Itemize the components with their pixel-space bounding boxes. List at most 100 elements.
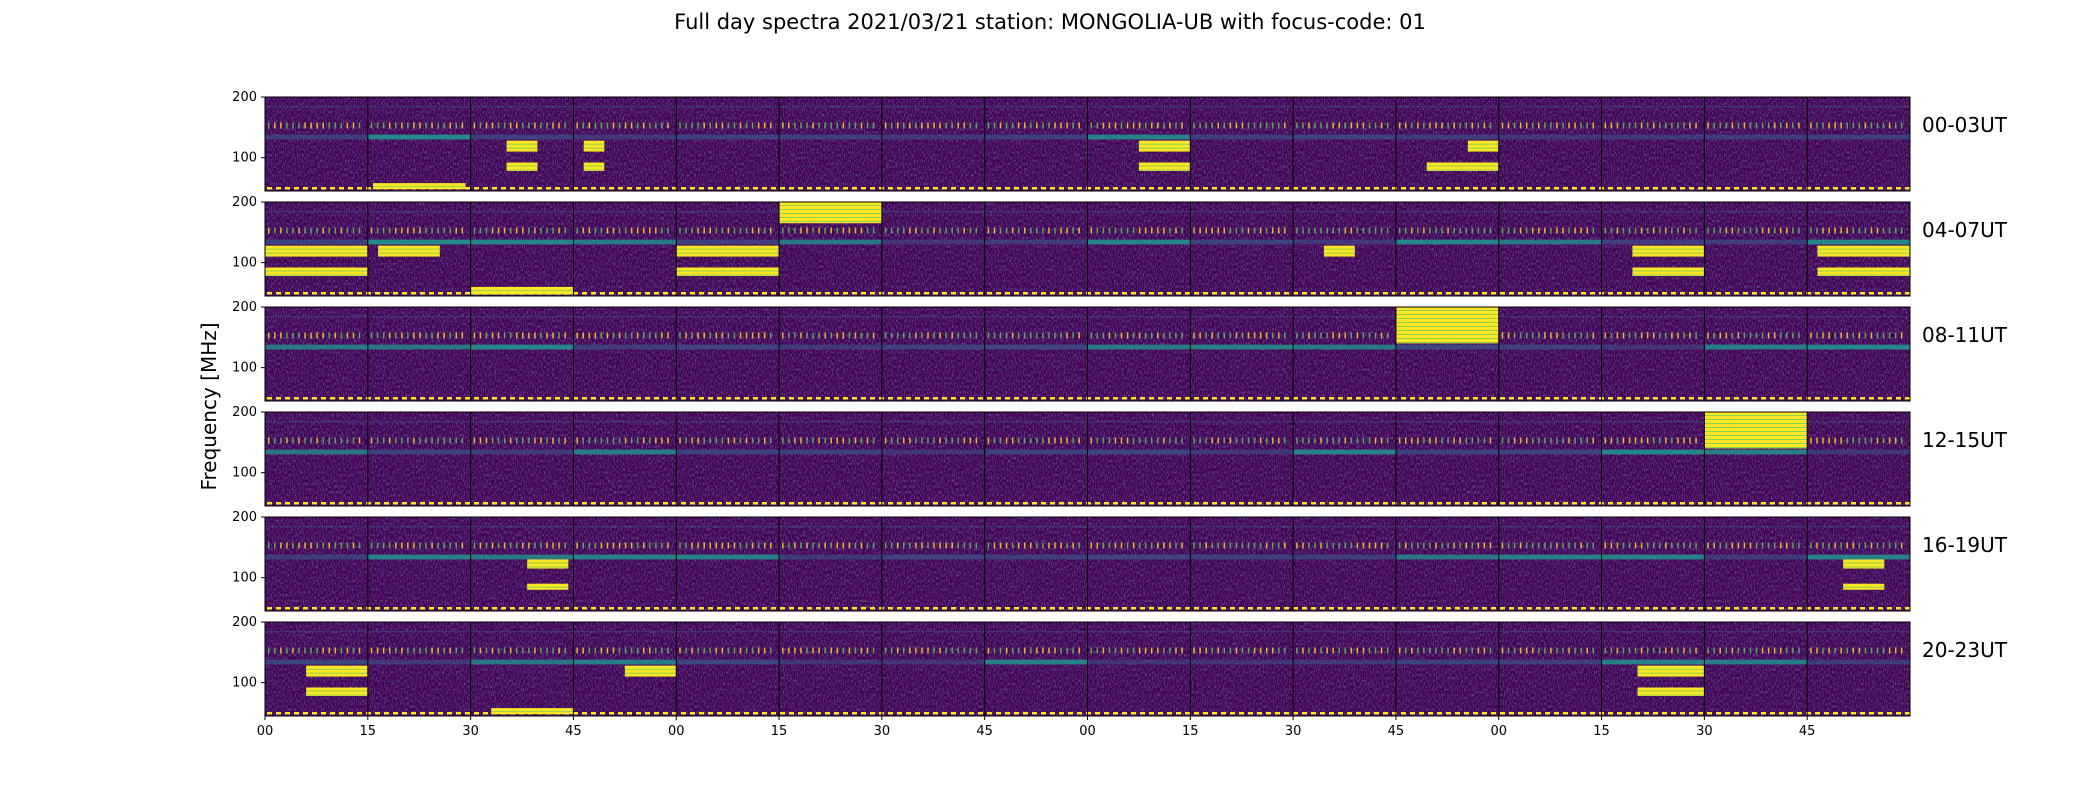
band-150-tick <box>1580 437 1582 444</box>
band-150-tick <box>709 332 712 339</box>
band-150-tick <box>1023 332 1026 339</box>
calibration-dash <box>1068 187 1073 190</box>
band-150-tick <box>1005 332 1008 339</box>
band-150-tick <box>612 647 615 654</box>
band-150-tick <box>1713 227 1715 234</box>
calibration-dash <box>528 187 533 190</box>
band-150-tick <box>1453 542 1455 549</box>
band-150-tick <box>1725 647 1728 654</box>
band-150-tick <box>624 542 627 549</box>
calibration-dash <box>1014 292 1019 295</box>
band-150-tick <box>896 332 899 339</box>
calibration-dash <box>1437 607 1442 610</box>
band-150-tick <box>1846 227 1848 234</box>
band-150-tick <box>685 227 687 234</box>
calibration-dash <box>1536 292 1541 295</box>
band-150-tick <box>630 437 633 444</box>
calibration-dash <box>483 187 488 190</box>
calibration-dash <box>708 292 713 295</box>
burst-stripe <box>1467 147 1499 149</box>
band-150-tick <box>697 542 699 549</box>
calibration-dash <box>780 292 785 295</box>
spectra-row <box>264 306 1911 402</box>
band-150-tick <box>1888 332 1891 339</box>
calibration-dash <box>276 397 281 400</box>
calibration-dash <box>1095 502 1100 505</box>
band-150-tick <box>588 332 591 339</box>
band-150-tick <box>564 332 566 339</box>
calibration-dash <box>699 607 704 610</box>
band-150-tick <box>1695 227 1697 234</box>
band-185 <box>1395 526 1499 528</box>
calibration-dash <box>888 502 893 505</box>
band-150-tick <box>1767 227 1770 234</box>
band-150-tick <box>1271 332 1274 339</box>
band-150-tick <box>1030 647 1032 654</box>
calibration-dash <box>960 397 965 400</box>
band-150-tick <box>1604 332 1607 339</box>
band-150-tick <box>848 437 851 444</box>
band-150-tick <box>1108 332 1111 339</box>
calibration-dash <box>1383 292 1388 295</box>
band-150-tick <box>1429 542 1431 549</box>
band-150-tick <box>1592 227 1595 234</box>
band-150-tick <box>546 542 548 549</box>
calibration-dash <box>987 607 992 610</box>
band-150-tick <box>1513 542 1516 549</box>
band-150-tick <box>1634 647 1637 654</box>
calibration-dash <box>780 187 785 190</box>
calibration-dash <box>1302 187 1307 190</box>
band-150-tick <box>1628 227 1631 234</box>
band-150-tick <box>933 437 935 444</box>
calibration-dash <box>1032 292 1037 295</box>
band-135 <box>1190 344 1294 350</box>
calibration-dash <box>933 292 938 295</box>
calibration-dash <box>1743 187 1748 190</box>
band-185 <box>1498 421 1602 423</box>
band-150-tick <box>1761 542 1764 549</box>
band-150-tick <box>1308 332 1310 339</box>
band-150-tick <box>1761 227 1764 234</box>
calibration-dash <box>366 502 371 505</box>
burst-stripe <box>306 690 368 692</box>
band-150-tick <box>304 542 306 549</box>
chart-title: Full day spectra 2021/03/21 station: MON… <box>674 10 1426 34</box>
calibration-dash <box>987 397 992 400</box>
calibration-dash <box>1473 397 1478 400</box>
burst-event <box>583 162 605 171</box>
calibration-dash <box>1059 292 1064 295</box>
band-150-tick <box>1036 647 1038 654</box>
calibration-dash <box>1419 607 1424 610</box>
band-150-tick <box>1634 332 1637 339</box>
band-150-tick <box>1253 122 1256 129</box>
calibration-dash <box>1725 607 1730 610</box>
band-150-tick <box>721 227 724 234</box>
band-150-tick <box>1610 542 1613 549</box>
band-150-tick <box>612 542 615 549</box>
calibration-dash <box>1788 397 1793 400</box>
calibration-dash <box>1113 607 1118 610</box>
calibration-dash <box>807 397 812 400</box>
band-150-tick <box>969 542 972 549</box>
calibration-dash <box>528 502 533 505</box>
band-135 <box>1807 659 1910 665</box>
calibration-dash <box>384 397 389 400</box>
band-150-tick <box>1320 122 1322 129</box>
band-150-tick <box>1259 542 1262 549</box>
calibration-dash <box>1608 502 1613 505</box>
calibration-dash <box>825 397 830 400</box>
band-150-tick <box>1138 647 1141 654</box>
band-150-tick <box>636 542 639 549</box>
band-150-tick <box>679 122 681 129</box>
calibration-dash <box>744 187 749 190</box>
band-150-tick <box>1223 227 1226 234</box>
calibration-dash <box>843 187 848 190</box>
band-150-tick <box>594 542 597 549</box>
band-150-tick <box>860 122 863 129</box>
calibration-dash <box>1230 292 1235 295</box>
band-150-tick <box>582 227 584 234</box>
band-150-tick <box>751 542 754 549</box>
band-150-tick <box>975 332 978 339</box>
band-150-tick <box>1023 542 1026 549</box>
band-150-tick <box>1048 647 1050 654</box>
